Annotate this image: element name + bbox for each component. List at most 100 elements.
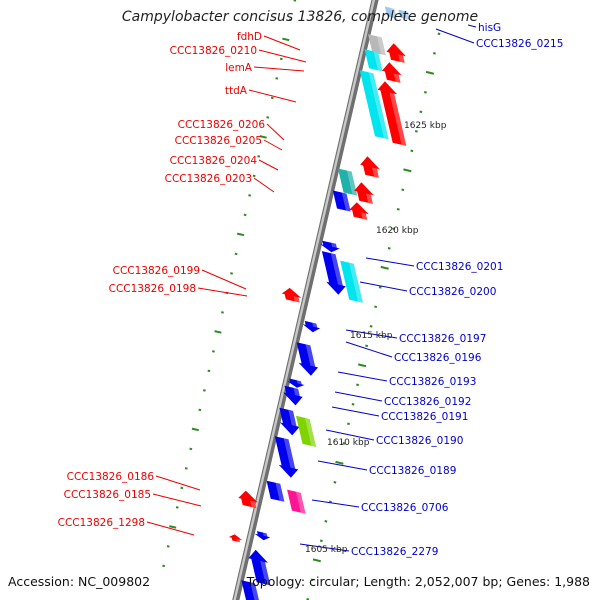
gene-arrow-highlight [393,73,401,83]
gene-arrow-highlight [346,170,358,196]
outer-tick-mark [419,110,423,114]
left-label-leader [152,493,202,507]
outer-tick-mark [396,208,400,211]
gene-arrow-highlight [312,322,318,328]
left-gene-label: CCC13826_0185 [64,489,151,501]
outer-tick-mark [423,91,427,94]
right-label-leader [325,429,375,441]
gene-arrow [364,49,383,72]
gene-arrow-highlight [377,36,386,56]
genome-backbone [232,0,379,600]
outer-tick-mark [312,558,321,563]
right-gene-label: CCC13826_0201 [416,261,503,273]
left-label-leader [258,49,307,63]
outer-tick-mark [365,344,369,348]
gene-arrow [254,531,271,541]
outer-tick-mark [319,539,323,543]
gene-arrow-highlight [283,438,296,469]
inner-tick-mark [166,545,170,548]
gene-arrow [274,436,299,478]
inner-tick-mark [243,213,247,217]
gene-arrow-highlight [349,262,363,303]
gene-arrow-highlight [330,253,343,286]
gene-arrow [382,62,402,83]
left-label-leader [253,177,275,193]
right-gene-label: CCC13826_0191 [381,411,468,423]
gene-arrow-highlight [361,212,368,220]
left-label-leader [263,35,301,51]
outer-tick-mark [351,403,355,406]
gene-arrow [384,6,397,19]
left-label-leader [248,89,297,103]
left-gene-label: CCC13826_0199 [113,265,200,277]
right-label-leader [334,391,383,402]
gene-arrow [338,168,358,196]
inner-tick-mark [191,427,199,432]
right-label-leader [365,257,415,267]
gene-arrow [386,43,406,63]
right-label-leader [317,460,368,471]
right-label-leader [337,371,388,382]
gene-arrow [281,287,302,303]
left-gene-label: lemA [225,62,253,74]
left-label-leader [253,66,305,72]
left-gene-label: fdhD [237,31,262,43]
map-title: Campylobacter concisus 13826, complete g… [121,9,479,25]
gene-arrow-highlight [373,51,383,72]
left-gene-label: CCC13826_1298 [58,517,145,529]
right-gene-label: CCC13826_0200 [409,286,496,298]
outer-tick-mark [328,500,332,504]
outer-tick-mark [392,227,396,231]
gene-arrow [287,489,306,514]
gene-arrow [296,415,317,447]
inner-tick-mark [282,37,290,42]
gene-arrow-highlight [288,409,297,427]
left-label-leader [266,123,285,141]
backbone-line-highlight [233,0,376,600]
outer-tick-mark [437,32,441,36]
right-gene-label: CCC13826_2279 [351,546,438,558]
outer-tick-mark [369,325,373,328]
outer-tick-mark [401,188,405,192]
gene-arrow-highlight [398,54,405,63]
outer-tick-mark [374,305,378,309]
left-label-leader [146,521,195,536]
outer-tick-mark [433,52,436,55]
outer-tick-mark [310,578,314,582]
gene-arrow-highlight [296,380,302,385]
scale-label: 1605 kbp [305,545,348,555]
gene-arrow [354,182,374,204]
scale-labels: 1625 kbp 1620 kbp 1615 kbp 1610 kbp 1605 kbp [305,121,447,555]
gene-arrow-highlight [372,167,379,178]
left-gene-label: CCC13826_0203 [165,173,252,185]
left-gene-label: CCC13826_0198 [109,283,196,295]
gene-arrow [283,385,303,406]
scale-label: 1620 kbp [376,226,419,236]
right-label-leader [467,24,477,28]
gene-arrow-highlight [275,482,285,502]
gene-arrow [248,549,271,586]
outer-tick-mark [342,442,346,445]
gene-arrow [296,342,319,376]
right-label-leader [359,281,408,292]
right-gene-label: CCC13826_0189 [369,465,456,477]
right-label-leader [311,499,360,508]
outer-tick-mark [378,286,382,289]
inner-tick-mark [202,389,206,392]
right-gene-label: CCC13826_0215 [476,38,563,50]
gene-arrow-highlight [331,242,337,248]
inner-tick-mark [252,174,256,178]
gene-arrow [241,580,259,600]
inner-tick-mark [293,0,297,2]
left-label-leader [201,269,247,290]
gene-arrow-highlight [236,538,241,543]
scale-label: 1610 kbp [327,438,370,448]
outer-tick-mark [335,460,344,465]
right-gene-label: CCC13826_0192 [384,396,471,408]
left-gene-label: CCC13826_0206 [178,119,266,131]
right-gene-label: CCC13826_0706 [361,502,449,514]
gene-arrow [287,378,305,388]
left-label-leader [197,287,248,297]
gene-arrow-highlight [305,344,316,367]
